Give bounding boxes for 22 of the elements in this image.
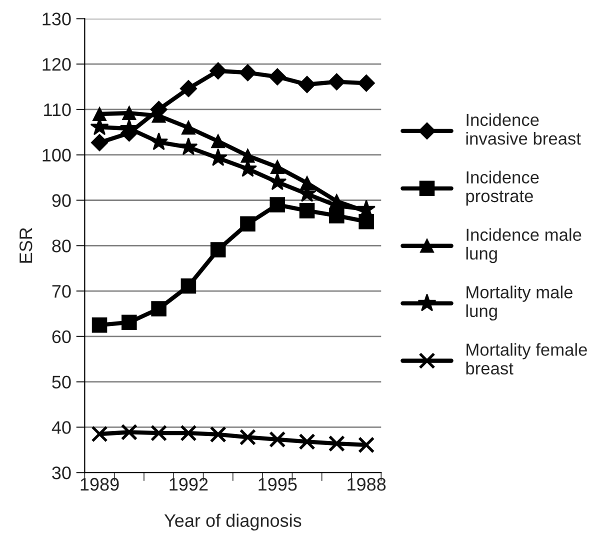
legend-label: Incidence male lung [466,228,582,264]
y-tick-label: 40 [52,421,71,434]
legend-label: Mortality female breast [466,343,587,375]
y-tick-label: 110 [44,103,71,116]
y-tick-label: 70 [52,284,71,298]
legend-label: Mortality male lung [466,286,572,321]
y-tick-label: 120 [42,58,71,71]
y-tick-label: 50 [52,376,71,389]
y-tick-label: 80 [52,240,71,252]
y-tick-label: 130 [42,12,71,26]
legend-label: Incidence prostrate [466,170,539,206]
x-tick-label: 1989 [80,478,119,491]
x-tick-label: 1995 [258,478,297,491]
y-tick-label: 60 [52,330,71,344]
x-axis-title: Year of diagnosis [164,514,302,531]
legend-label: Incidence invasive breast [466,113,581,145]
y-tick-label: 100 [42,148,71,162]
y-axis-title: ESR [19,228,32,263]
x-tick-label: 1992 [170,478,208,491]
x-tick-label: 1988 [348,478,386,491]
y-tick-label: 90 [52,194,71,207]
y-tick-label: 30 [52,466,71,480]
